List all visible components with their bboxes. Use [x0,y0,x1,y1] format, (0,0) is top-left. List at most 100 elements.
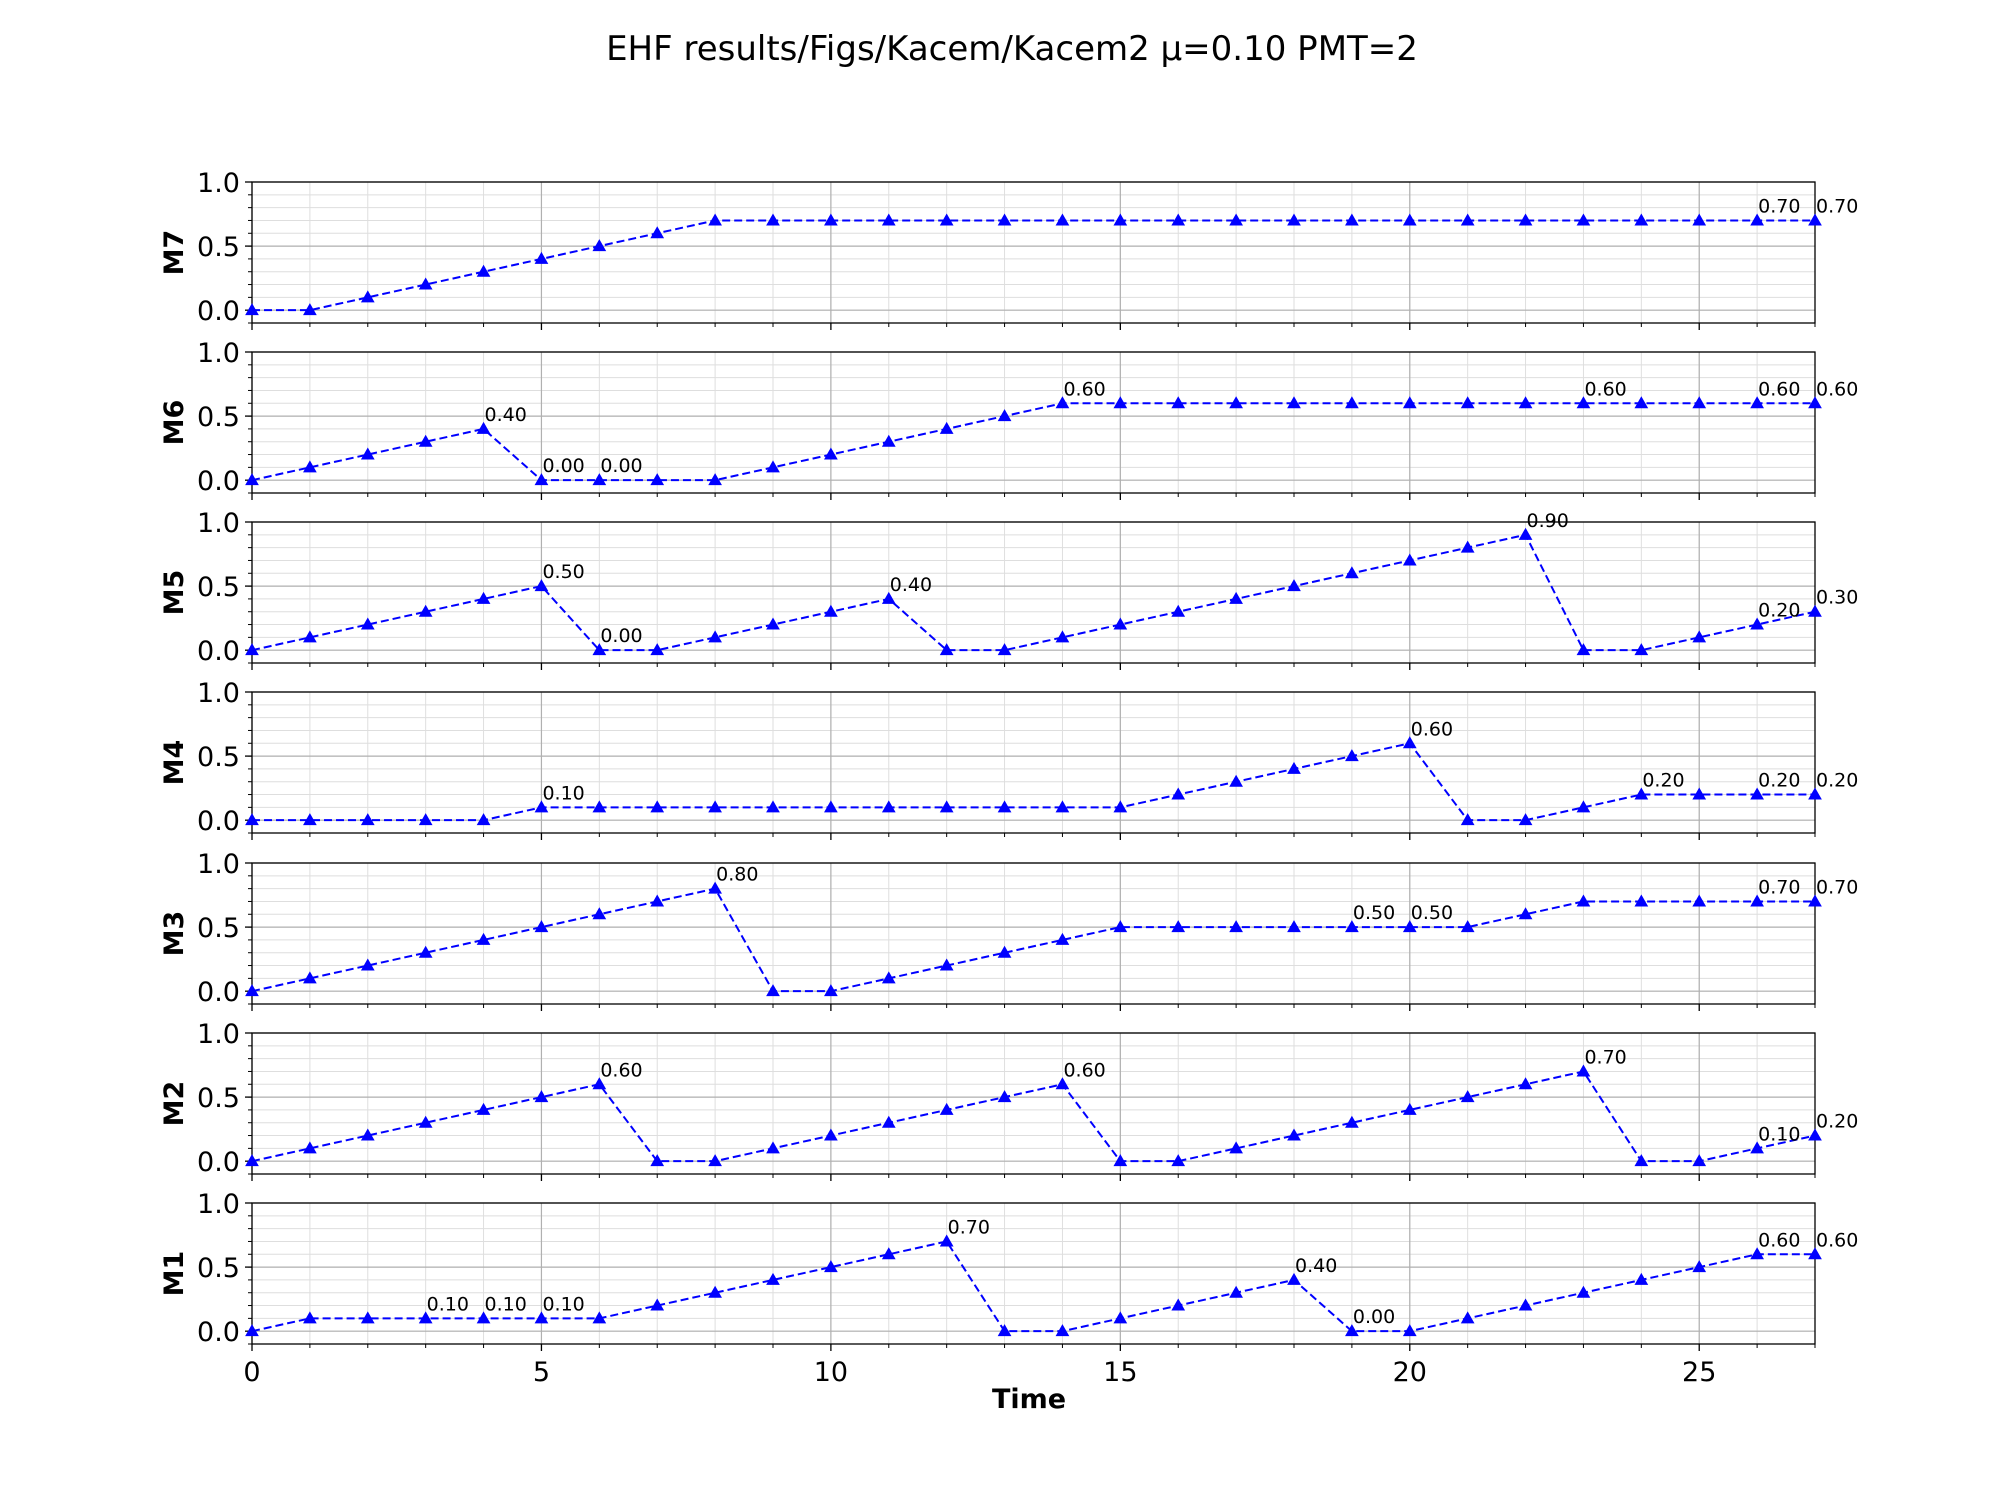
data-point [1692,894,1707,907]
y-tick-label: 1.0 [197,1019,240,1050]
data-point [881,971,896,984]
panel-m4: 0.0 0.5 1.0M4 0.10 0.60 0.20 0.20 0.20 [159,678,1858,840]
data-label: 0.50 [1411,902,1453,924]
data-label: 0.70 [1758,195,1800,217]
data-point [1576,1064,1591,1077]
data-point [1576,800,1591,813]
data-point [418,1115,433,1128]
y-tick-label: 1.0 [197,1189,240,1220]
data-point [708,1285,722,1298]
x-tick-label: 20 [1393,1357,1427,1388]
data-label: 0.10 [427,1293,469,1315]
panel-frame [251,351,1816,494]
data-point [1287,213,1301,226]
y-tick-label: 0.5 [197,913,240,944]
data-point [245,643,259,656]
panel-frame [251,181,1816,324]
data-point [1345,566,1359,579]
data-label: 0.20 [1642,770,1684,792]
data-point [1402,1324,1417,1337]
data-point [766,213,780,226]
data-point [1460,920,1475,933]
data-point [1113,617,1128,630]
data-point [360,617,375,630]
y-axis-label: M6 [159,400,190,446]
panel-frame [251,521,1816,664]
x-tick-label: 5 [533,1357,550,1388]
data-label: 0.20 [1758,770,1800,792]
data-point [592,239,607,252]
data-point [592,643,607,656]
data-point [476,932,491,945]
data-point [1692,1154,1707,1167]
data-label: 0.00 [1353,1306,1395,1328]
data-point [997,1324,1012,1337]
data-point [1808,894,1822,907]
data-point [1460,1311,1475,1324]
series-line-m7 [252,219,1815,312]
data-label: 0.60 [1411,718,1453,740]
data-point [303,1141,317,1154]
data-point [650,1154,665,1167]
data-point [1576,396,1591,409]
data-point [476,813,491,826]
y-tick-label: 1.0 [197,849,240,880]
data-point [708,630,722,643]
data-point [1229,774,1243,787]
data-point [1576,213,1591,226]
data-point [1634,213,1649,226]
data-point [939,1102,954,1115]
x-tick-label: 15 [1103,1357,1137,1388]
data-point [708,473,722,486]
data-point [881,1115,896,1128]
data-point [1518,396,1533,409]
data-point [1055,932,1070,945]
data-point [997,1090,1012,1103]
data-point [650,226,665,239]
data-label: 0.10 [1758,1123,1800,1145]
data-point [1576,643,1591,656]
data-point [1402,920,1417,933]
data-point [476,421,491,434]
data-point [1518,1077,1533,1090]
data-point [1113,800,1128,813]
data-point [303,1311,317,1324]
data-point [1750,894,1764,907]
data-label: 0.80 [716,864,758,886]
y-tick-label: 0.5 [197,1083,240,1114]
data-point [1345,1324,1359,1337]
y-axis-label: M3 [159,911,190,957]
data-label: 0.10 [542,782,584,804]
series-line-m5 [251,533,1816,652]
data-point [997,213,1012,226]
data-label: 0.60 [1758,1229,1800,1251]
x-tick-label: 0 [243,1357,260,1388]
data-point [1634,1154,1649,1167]
data-point [1750,396,1764,409]
data-point [1808,213,1822,226]
data-point [1229,396,1243,409]
data-point [418,1311,433,1324]
data-point [1287,761,1301,774]
panel-m2: 0.0 0.5 1.0M2 0.60 0.60 0.70 0.10 0.20 [159,1019,1858,1181]
data-point [708,1154,722,1167]
data-point [360,290,375,303]
data-point [708,800,722,813]
data-point [1750,213,1764,226]
data-point [881,1247,896,1260]
y-axis-label: M4 [159,740,190,786]
data-point [1287,579,1301,592]
data-point [1345,749,1359,762]
y-axis-label: M7 [159,230,190,276]
data-point [1518,907,1533,920]
data-point [1171,787,1186,800]
data-point [1171,396,1186,409]
data-point [592,1077,607,1090]
data-label: 0.70 [1584,1046,1626,1068]
y-tick-label: 0.0 [197,977,240,1008]
data-point [939,643,954,656]
data-label: 0.40 [1295,1255,1337,1277]
y-axis-label: M1 [159,1251,190,1297]
data-point [303,460,317,473]
